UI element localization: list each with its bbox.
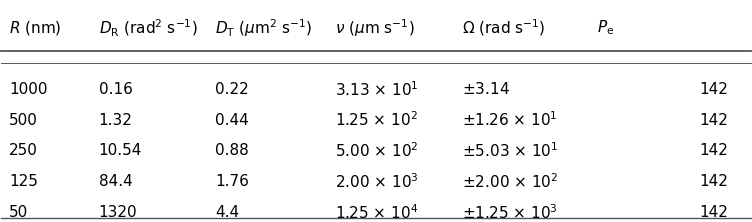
Text: 1.32: 1.32 [99,113,132,128]
Text: 142: 142 [699,113,728,128]
Text: $\Omega$ (rad s$^{-1}$): $\Omega$ (rad s$^{-1}$) [462,18,546,38]
Text: 250: 250 [9,143,38,158]
Text: $\nu$ ($\mu$m s$^{-1}$): $\nu$ ($\mu$m s$^{-1}$) [335,17,414,39]
Text: 10.54: 10.54 [99,143,142,158]
Text: 1.25 $\times$ 10$^{2}$: 1.25 $\times$ 10$^{2}$ [335,111,417,129]
Text: 125: 125 [9,174,38,189]
Text: 0.16: 0.16 [99,82,132,97]
Text: 84.4: 84.4 [99,174,132,189]
Text: 1.76: 1.76 [215,174,249,189]
Text: 0.22: 0.22 [215,82,249,97]
Text: 1000: 1000 [9,82,47,97]
Text: 142: 142 [699,174,728,189]
Text: $R$ (nm): $R$ (nm) [9,19,62,37]
Text: 0.44: 0.44 [215,113,249,128]
Text: $D_{\mathrm{R}}$ (rad$^2$ s$^{-1}$): $D_{\mathrm{R}}$ (rad$^2$ s$^{-1}$) [99,18,198,39]
Text: 2.00 $\times$ 10$^{3}$: 2.00 $\times$ 10$^{3}$ [335,172,419,191]
Text: 4.4: 4.4 [215,205,239,220]
Text: 500: 500 [9,113,38,128]
Text: 3.13 $\times$ 10$^{1}$: 3.13 $\times$ 10$^{1}$ [335,80,419,99]
Text: $\pm$1.25 $\times$ 10$^{3}$: $\pm$1.25 $\times$ 10$^{3}$ [462,203,558,222]
Text: 0.88: 0.88 [215,143,249,158]
Text: 1320: 1320 [99,205,138,220]
Text: $D_{\mathrm{T}}$ ($\mu$m$^2$ s$^{-1}$): $D_{\mathrm{T}}$ ($\mu$m$^2$ s$^{-1}$) [215,17,312,39]
Text: 142: 142 [699,82,728,97]
Text: $\pm$5.03 $\times$ 10$^{1}$: $\pm$5.03 $\times$ 10$^{1}$ [462,141,559,160]
Text: $P_{\mathrm{e}}$: $P_{\mathrm{e}}$ [597,19,614,37]
Text: 1.25 $\times$ 10$^{4}$: 1.25 $\times$ 10$^{4}$ [335,203,418,222]
Text: $\pm$2.00 $\times$ 10$^{2}$: $\pm$2.00 $\times$ 10$^{2}$ [462,172,559,191]
Text: $\pm$1.26 $\times$ 10$^{1}$: $\pm$1.26 $\times$ 10$^{1}$ [462,111,558,129]
Text: 142: 142 [699,143,728,158]
Text: 142: 142 [699,205,728,220]
Text: 50: 50 [9,205,28,220]
Text: $\pm$3.14: $\pm$3.14 [462,81,510,97]
Text: 5.00 $\times$ 10$^{2}$: 5.00 $\times$ 10$^{2}$ [335,141,418,160]
